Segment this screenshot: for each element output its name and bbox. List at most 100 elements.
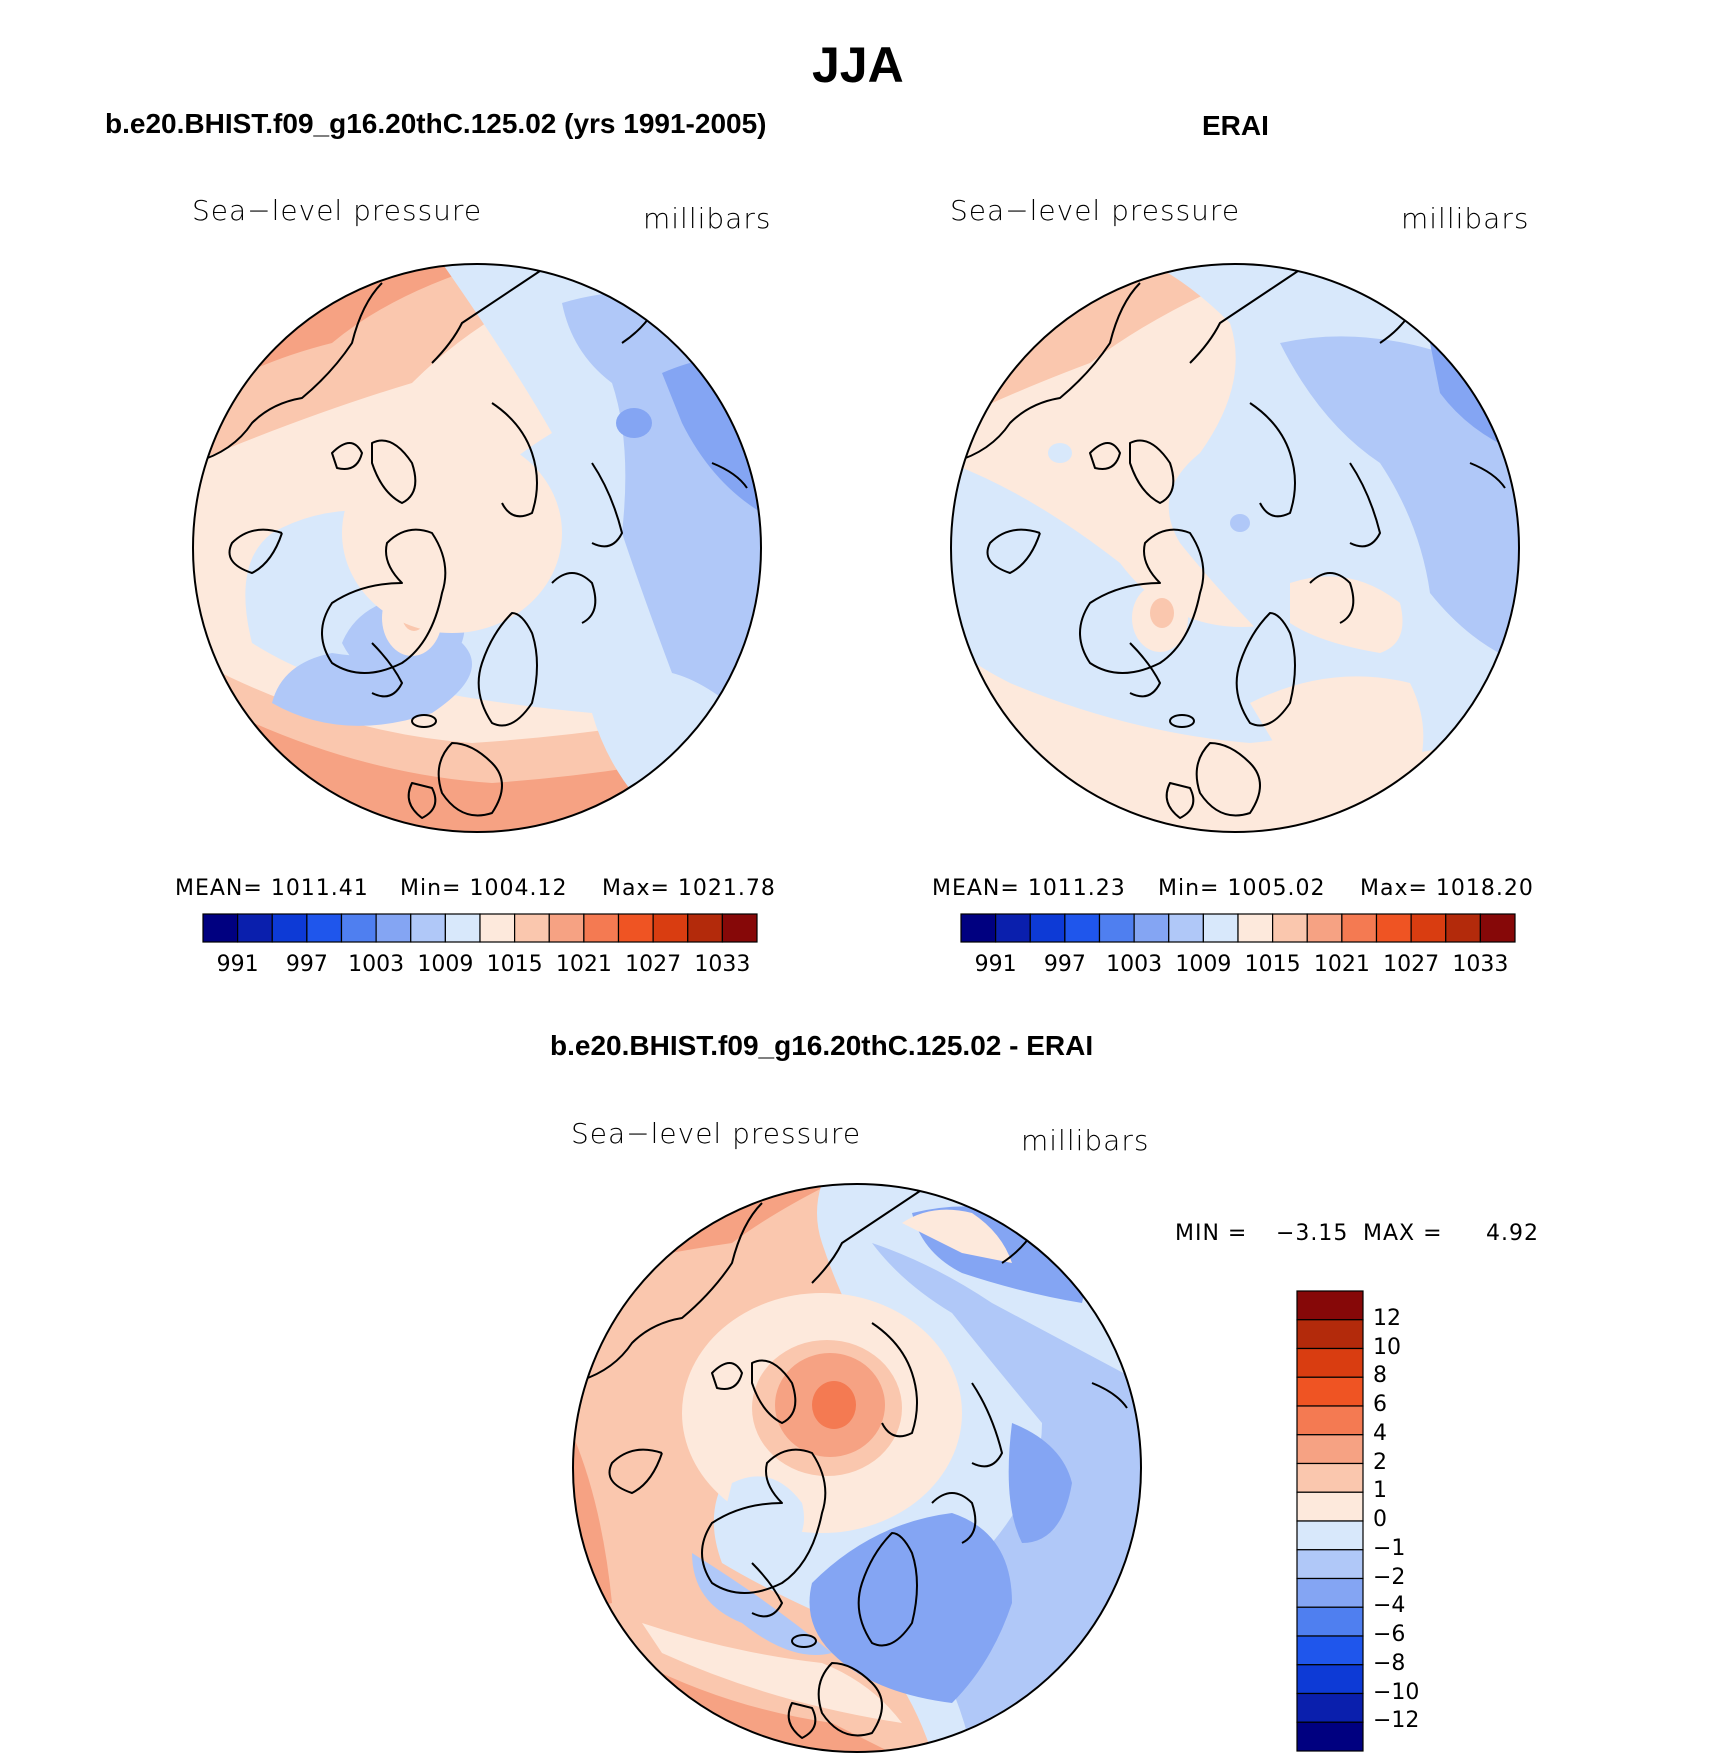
- colorbar-tick-label: 1033: [1452, 952, 1509, 977]
- colorbar-swatch: [202, 913, 239, 943]
- colorbar-swatch: [583, 913, 620, 943]
- colorbar-swatch: [306, 913, 343, 943]
- panel-3-title: b.e20.BHIST.f09_g16.20thC.125.02 - ERAI: [550, 1030, 1094, 1061]
- colorbar-tick-label: −10: [1373, 1679, 1420, 1705]
- panel-3-units-label: millibars: [1021, 1124, 1150, 1157]
- colorbar-swatch: [960, 913, 997, 943]
- colorbar-tick-label: 997: [285, 952, 328, 977]
- colorbar-swatch: [1064, 913, 1101, 943]
- panel-3-min-label: MIN =: [1175, 1221, 1248, 1246]
- colorbar-swatch: [1296, 1635, 1364, 1666]
- colorbar-swatch: [340, 913, 377, 943]
- colorbar-tick-label: 4: [1373, 1420, 1387, 1446]
- colorbar-swatch: [1098, 913, 1135, 943]
- panel-3-colorbar: [1296, 1290, 1364, 1752]
- colorbar-tick-label: 1: [1373, 1478, 1387, 1504]
- panel-2-title: ERAI: [1202, 110, 1269, 141]
- colorbar-tick-label: 997: [1043, 952, 1086, 977]
- colorbar-swatch: [1341, 913, 1378, 943]
- colorbar-tick-label: 2: [1373, 1449, 1387, 1475]
- colorbar-swatch: [721, 913, 758, 943]
- colorbar-tick-label: 10: [1373, 1334, 1401, 1360]
- colorbar-swatch: [271, 913, 308, 943]
- colorbar-swatch: [617, 913, 654, 943]
- colorbar-tick-label: 1027: [1383, 952, 1440, 977]
- colorbar-tick-label: −8: [1373, 1650, 1406, 1676]
- panel-1-min-stat: Min= 1004.12: [400, 876, 568, 901]
- colorbar-swatch: [375, 913, 412, 943]
- panel-2-polar-map: [950, 263, 1520, 833]
- colorbar-swatch: [687, 913, 723, 943]
- panel-2-units-label: millibars: [1401, 202, 1530, 235]
- panel-2-mean-stat: MEAN= 1011.23: [932, 876, 1126, 901]
- colorbar-swatch: [1306, 913, 1343, 943]
- colorbar-swatch: [1296, 1664, 1364, 1695]
- colorbar-swatch: [1029, 913, 1066, 943]
- panel-3-polar-map: [572, 1183, 1142, 1753]
- colorbar-tick-label: 8: [1373, 1363, 1387, 1389]
- colorbar-swatch: [1296, 1606, 1364, 1637]
- colorbar-tick-label: 12: [1373, 1305, 1401, 1331]
- panel-3-variable-label: Sea−level pressure: [571, 1117, 862, 1150]
- colorbar-swatch: [548, 913, 585, 943]
- colorbar-swatch: [1296, 1692, 1364, 1723]
- colorbar-tick-label: 991: [974, 952, 1017, 977]
- colorbar-swatch: [1445, 913, 1481, 943]
- colorbar-swatch: [1296, 1577, 1364, 1608]
- panel-3-max-label: MAX =: [1363, 1221, 1443, 1246]
- colorbar-tick-label: 1015: [486, 952, 543, 977]
- colorbar-tick-label: 6: [1373, 1392, 1387, 1417]
- colorbar-swatch: [1296, 1721, 1364, 1752]
- colorbar-swatch: [1296, 1549, 1364, 1580]
- colorbar-swatch: [1296, 1290, 1364, 1321]
- colorbar-swatch: [1296, 1520, 1364, 1551]
- colorbar-tick-label: −4: [1373, 1593, 1406, 1619]
- colorbar-swatch: [410, 913, 446, 943]
- colorbar-swatch: [444, 913, 481, 943]
- panel-1-title: b.e20.BHIST.f09_g16.20thC.125.02 (yrs 19…: [105, 108, 767, 139]
- colorbar-tick-label: 1021: [1313, 952, 1370, 977]
- panel-3-min-value: −3.15: [1276, 1221, 1349, 1246]
- colorbar-swatch: [1296, 1376, 1364, 1407]
- panel-2-variable-label: Sea−level pressure: [950, 194, 1241, 227]
- colorbar-swatch: [652, 913, 689, 943]
- panel-2-min-stat: Min= 1005.02: [1158, 876, 1326, 901]
- colorbar-tick-label: 1021: [555, 952, 612, 977]
- colorbar-tick-label: 1027: [625, 952, 682, 977]
- colorbar-tick-label: 1003: [1106, 952, 1163, 977]
- panel-1-colorbar: [202, 913, 758, 943]
- colorbar-tick-label: 991: [216, 952, 259, 977]
- colorbar-swatch: [1296, 1319, 1364, 1350]
- colorbar-swatch: [1375, 913, 1412, 943]
- colorbar-swatch: [1296, 1434, 1364, 1465]
- colorbar-tick-label: 1009: [417, 952, 474, 977]
- colorbar-swatch: [1133, 913, 1170, 943]
- colorbar-swatch: [1479, 913, 1516, 943]
- panel-2-colorbar: [960, 913, 1516, 943]
- panel-2-max-stat: Max= 1018.20: [1360, 876, 1534, 901]
- colorbar-tick-label: −12: [1373, 1708, 1420, 1734]
- colorbar-swatch: [514, 913, 550, 943]
- panel-1-polar-map: [192, 263, 762, 833]
- panel-3-max-value: 4.92: [1486, 1221, 1539, 1246]
- colorbar-swatch: [479, 913, 516, 943]
- colorbar-swatch: [237, 913, 273, 943]
- panel-1-max-stat: Max= 1021.78: [602, 876, 776, 901]
- panel-1-mean-stat: MEAN= 1011.41: [175, 876, 369, 901]
- colorbar-tick-label: 1033: [694, 952, 751, 977]
- colorbar-tick-label: −1: [1373, 1535, 1406, 1561]
- colorbar-swatch: [1410, 913, 1447, 943]
- colorbar-swatch: [1296, 1491, 1364, 1522]
- colorbar-swatch: [1296, 1347, 1364, 1378]
- colorbar-tick-label: 1009: [1175, 952, 1232, 977]
- panel-1-variable-label: Sea−level pressure: [192, 194, 483, 227]
- panel-1-units-label: millibars: [643, 202, 772, 235]
- colorbar-tick-label: −6: [1373, 1622, 1406, 1647]
- colorbar-swatch: [1296, 1462, 1364, 1493]
- colorbar-swatch: [1202, 913, 1239, 943]
- colorbar-swatch: [1272, 913, 1308, 943]
- main-title: JJA: [812, 37, 904, 93]
- colorbar-swatch: [1296, 1405, 1364, 1436]
- colorbar-tick-label: 1003: [348, 952, 405, 977]
- colorbar-swatch: [995, 913, 1031, 943]
